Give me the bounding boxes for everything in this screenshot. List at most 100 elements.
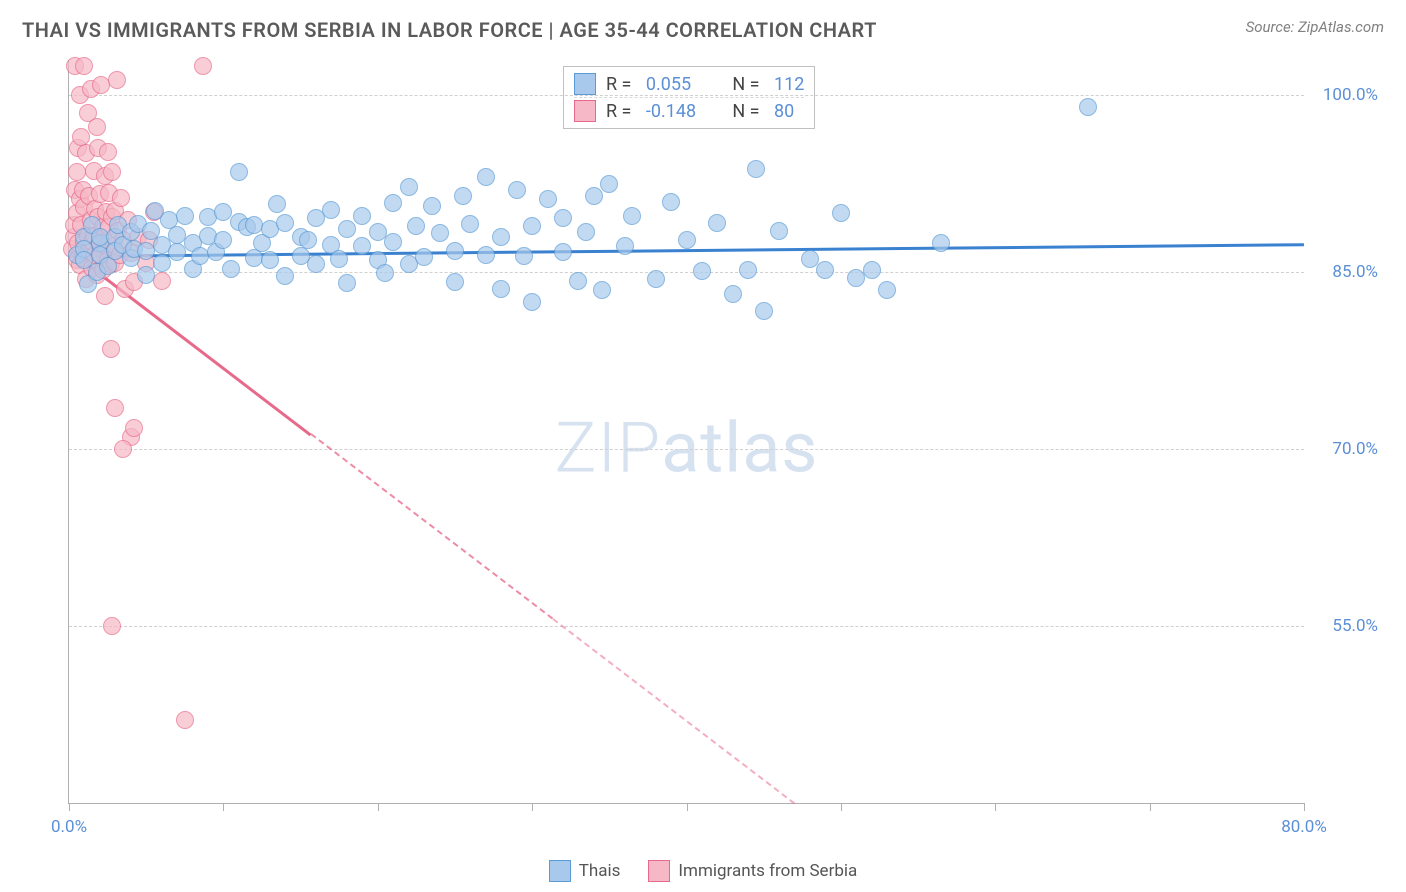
data-point	[125, 419, 143, 437]
data-point	[593, 281, 611, 299]
data-point	[747, 160, 765, 178]
data-point	[268, 195, 286, 213]
y-tick-label: 70.0%	[1312, 439, 1378, 459]
y-tick-label: 85.0%	[1312, 262, 1378, 282]
data-point	[153, 254, 171, 272]
data-point	[276, 267, 294, 285]
data-point	[739, 261, 757, 279]
y-tick-label: 100.0%	[1312, 85, 1378, 105]
trendline	[310, 434, 553, 620]
data-point	[477, 246, 495, 264]
data-point	[96, 287, 114, 305]
data-point	[322, 201, 340, 219]
data-point	[153, 272, 171, 290]
data-point	[407, 217, 425, 235]
data-point	[816, 261, 834, 279]
series-swatch	[574, 100, 596, 122]
stat-n-value: 80	[774, 101, 794, 122]
data-point	[508, 181, 526, 199]
gridline	[69, 626, 1304, 627]
data-point	[662, 193, 680, 211]
data-point	[176, 207, 194, 225]
data-point	[832, 204, 850, 222]
data-point	[523, 217, 541, 235]
data-point	[106, 399, 124, 417]
data-point	[330, 250, 348, 268]
x-tick	[223, 803, 224, 811]
data-point	[103, 617, 121, 635]
data-point	[400, 178, 418, 196]
data-point	[230, 163, 248, 181]
data-point	[616, 237, 634, 255]
data-point	[600, 175, 618, 193]
data-point	[446, 273, 464, 291]
data-point	[222, 260, 240, 278]
bottom-legend: Thais Immigrants from Serbia	[0, 860, 1406, 882]
data-point	[176, 711, 194, 729]
legend-swatch	[549, 860, 571, 882]
data-point	[569, 272, 587, 290]
data-point	[477, 168, 495, 186]
stats-legend-box: R = 0.055 N = 112R = -0.148 N = 80	[563, 66, 815, 129]
legend-item: Immigrants from Serbia	[648, 860, 857, 882]
y-tick-label: 55.0%	[1312, 616, 1378, 636]
data-point	[577, 223, 595, 241]
data-point	[431, 224, 449, 242]
x-tick	[841, 803, 842, 811]
series-swatch	[574, 73, 596, 95]
x-tick	[1150, 803, 1151, 811]
data-point	[68, 163, 86, 181]
data-point	[423, 197, 441, 215]
data-point	[415, 248, 433, 266]
data-point	[103, 163, 121, 181]
data-point	[539, 190, 557, 208]
data-point	[338, 220, 356, 238]
x-tick-label: 0.0%	[51, 817, 87, 837]
gridline	[69, 272, 1304, 273]
data-point	[376, 264, 394, 282]
data-point	[515, 247, 533, 265]
data-point	[878, 281, 896, 299]
plot-wrap: In Labor Force | Age 35-44 ZIPatlas R = …	[22, 60, 1384, 842]
data-point	[446, 242, 464, 260]
stat-r-label: R =	[606, 74, 636, 95]
x-tick	[995, 803, 996, 811]
data-point	[384, 233, 402, 251]
gridline	[69, 95, 1304, 96]
data-point	[194, 57, 212, 75]
data-point	[108, 71, 126, 89]
data-point	[114, 440, 132, 458]
data-point	[112, 189, 130, 207]
legend-label: Immigrants from Serbia	[678, 861, 857, 881]
data-point	[338, 274, 356, 292]
data-point	[214, 231, 232, 249]
data-point	[724, 285, 742, 303]
data-point	[299, 231, 317, 249]
data-point	[770, 222, 788, 240]
data-point	[454, 187, 472, 205]
x-tick	[378, 803, 379, 811]
data-point	[708, 214, 726, 232]
data-point	[647, 270, 665, 288]
data-point	[137, 266, 155, 284]
data-point	[523, 293, 541, 311]
data-point	[384, 194, 402, 212]
data-point	[353, 207, 371, 225]
x-tick	[532, 803, 533, 811]
stats-row: R = 0.055 N = 112	[574, 71, 804, 97]
data-point	[932, 234, 950, 252]
data-point	[554, 243, 572, 261]
x-tick-label: 80.0%	[1281, 817, 1327, 837]
data-point	[307, 255, 325, 273]
stat-r-value: 0.055	[646, 74, 718, 95]
stat-r-label: R =	[606, 101, 636, 122]
data-point	[99, 143, 117, 161]
data-point	[693, 262, 711, 280]
legend-swatch	[648, 860, 670, 882]
legend-label: Thais	[579, 861, 621, 881]
data-point	[75, 57, 93, 75]
data-point	[678, 231, 696, 249]
data-point	[261, 251, 279, 269]
x-tick	[1304, 803, 1305, 811]
data-point	[863, 261, 881, 279]
